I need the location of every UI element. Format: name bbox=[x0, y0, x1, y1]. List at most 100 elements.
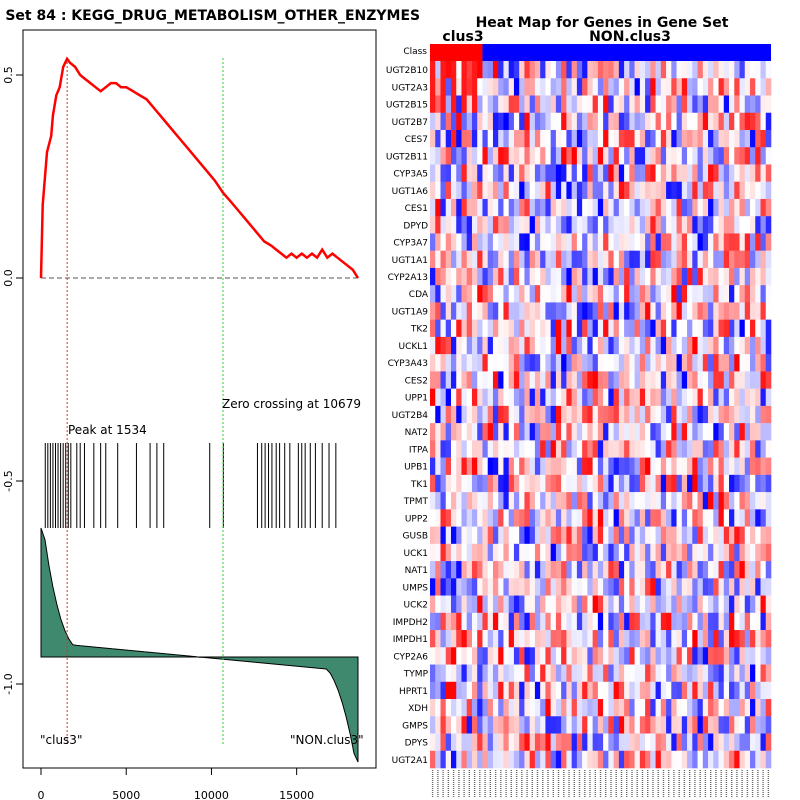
heatmap-cell bbox=[676, 474, 683, 493]
heatmap-cell bbox=[624, 440, 630, 458]
heatmap-cell bbox=[450, 267, 457, 286]
heatmap-cell bbox=[603, 129, 609, 148]
heatmap-cell bbox=[508, 164, 515, 182]
heatmap-cell bbox=[750, 509, 756, 527]
heatmap-cell bbox=[750, 457, 756, 476]
heatmap-cell bbox=[540, 198, 546, 217]
heatmap-cell bbox=[687, 664, 693, 683]
heatmap-cell bbox=[582, 440, 588, 458]
heatmap-cell bbox=[513, 78, 520, 96]
heatmap-cell bbox=[498, 319, 504, 338]
heatmap-cell bbox=[639, 233, 646, 251]
heatmap-cell bbox=[471, 112, 478, 131]
heatmap-cell bbox=[634, 647, 641, 665]
heatmap-cell bbox=[671, 95, 677, 114]
heatmap-cell bbox=[681, 630, 688, 648]
heatmap-cell bbox=[503, 474, 509, 493]
heatmap-cell bbox=[477, 285, 483, 303]
heatmap-cell bbox=[650, 681, 656, 700]
heatmap-cell bbox=[645, 371, 651, 389]
heatmap-cell bbox=[440, 492, 447, 510]
heatmap-cell bbox=[587, 699, 593, 717]
heatmap-cell bbox=[645, 664, 651, 683]
heatmap-cell bbox=[477, 112, 483, 131]
heatmap-cell bbox=[440, 699, 447, 717]
heatmap-cell bbox=[755, 371, 761, 389]
heatmap-cell bbox=[482, 457, 489, 476]
gene-label: ITPA bbox=[409, 445, 429, 455]
heatmap-cell bbox=[435, 733, 441, 752]
heatmap-cell bbox=[755, 354, 761, 372]
heatmap-cell bbox=[692, 543, 698, 562]
heatmap-cell bbox=[566, 699, 572, 717]
heatmap-cell bbox=[702, 267, 709, 286]
heatmap-cell bbox=[529, 750, 536, 769]
heatmap-cell bbox=[739, 664, 746, 683]
heatmap-cell bbox=[687, 371, 693, 389]
heatmap-cell bbox=[571, 95, 578, 114]
heatmap-cell bbox=[435, 647, 441, 665]
heatmap-cell bbox=[540, 78, 546, 96]
heatmap-cell bbox=[744, 388, 751, 407]
heatmap-cell bbox=[503, 543, 509, 562]
heatmap-cell bbox=[534, 405, 541, 424]
heatmap-cell bbox=[713, 371, 719, 389]
heatmap-cell bbox=[440, 216, 447, 234]
heatmap-cell bbox=[445, 267, 452, 286]
heatmap-cell bbox=[492, 509, 499, 527]
heatmap-cell bbox=[461, 198, 468, 217]
heatmap-cell bbox=[435, 595, 441, 614]
heatmap-cell bbox=[666, 78, 672, 96]
heatmap-cell bbox=[660, 302, 667, 320]
heatmap-cell bbox=[482, 647, 489, 665]
heatmap-cell bbox=[519, 543, 525, 562]
heatmap-cell bbox=[660, 699, 667, 717]
heatmap-cell bbox=[524, 681, 530, 700]
heatmap-cell bbox=[508, 526, 515, 545]
heatmap-cell bbox=[634, 716, 641, 734]
heatmap-cell bbox=[697, 595, 704, 614]
heatmap-cell bbox=[671, 750, 677, 769]
heatmap-cell bbox=[540, 371, 546, 389]
heatmap-cell bbox=[750, 319, 756, 338]
heatmap-cell bbox=[461, 405, 468, 424]
heatmap-cell bbox=[639, 319, 646, 338]
heatmap-cell bbox=[561, 578, 567, 596]
heatmap-cell bbox=[660, 457, 667, 476]
heatmap-cell bbox=[639, 388, 646, 407]
heatmap-cell bbox=[450, 112, 457, 131]
heatmap-cell bbox=[498, 388, 504, 407]
heatmap-cell bbox=[687, 405, 693, 424]
heatmap-cell bbox=[435, 371, 441, 389]
heatmap-cell bbox=[655, 630, 662, 648]
heatmap-cell bbox=[435, 164, 441, 182]
heatmap-cell bbox=[566, 681, 572, 700]
heatmap-cell bbox=[545, 267, 551, 286]
heatmap-cell bbox=[645, 716, 651, 734]
heatmap-cell bbox=[576, 612, 583, 631]
heatmap-cell bbox=[587, 578, 593, 596]
heatmap-cell bbox=[466, 198, 473, 217]
heatmap-cell bbox=[456, 371, 462, 389]
heatmap-cell bbox=[582, 198, 588, 217]
heatmap-cell bbox=[603, 716, 609, 734]
heatmap-cell bbox=[561, 354, 567, 372]
heatmap-cell bbox=[655, 354, 662, 372]
heatmap-cell bbox=[482, 147, 489, 165]
heatmap-cell bbox=[760, 405, 767, 424]
heatmap-cell bbox=[545, 750, 551, 769]
heatmap-cell bbox=[729, 164, 735, 182]
heatmap-cell bbox=[603, 302, 609, 320]
heatmap-cell bbox=[613, 423, 620, 441]
heatmap-cell bbox=[498, 423, 504, 441]
heatmap-cell bbox=[550, 250, 557, 269]
heatmap-cell bbox=[571, 681, 578, 700]
heatmap-cell bbox=[445, 181, 452, 200]
heatmap-cell bbox=[561, 457, 567, 476]
heatmap-cell bbox=[660, 647, 667, 665]
gene-label: TPMT bbox=[403, 497, 429, 507]
heatmap-cell bbox=[660, 112, 667, 131]
heatmap-cell bbox=[435, 198, 441, 217]
heatmap-cell bbox=[729, 543, 735, 562]
heatmap-cell bbox=[708, 405, 714, 424]
